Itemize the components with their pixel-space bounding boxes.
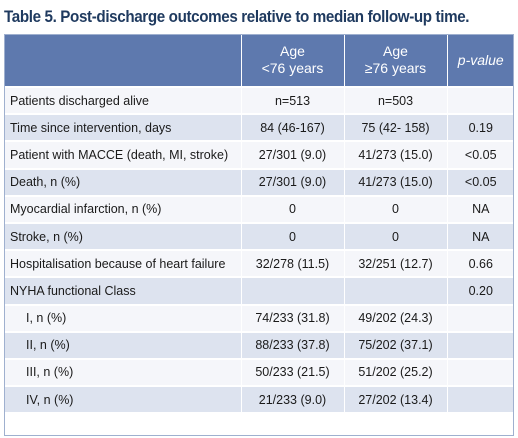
outcomes-table: Age <76 years Age ≥76 years p-value Pati…	[4, 34, 514, 415]
cell-age-76-plus: 41/273 (15.0)	[344, 141, 448, 170]
cell-p-value: 0.20	[447, 277, 514, 306]
cell-age-76-plus: 32/251 (12.7)	[344, 250, 448, 279]
cell-p-value	[447, 87, 514, 116]
cell-age-under-76: 32/278 (11.5)	[241, 250, 345, 279]
table-row: III, n (%) 50/233 (21.5) 51/202 (25.2)	[4, 358, 514, 388]
cell-p-value: <0.05	[447, 141, 514, 170]
cell-p-value	[447, 386, 514, 415]
cell-age-under-76: 0	[241, 222, 345, 252]
cell-p-value: NA	[447, 195, 514, 224]
cell-age-76-plus: 75 (42- 158)	[344, 114, 448, 143]
table-row: Time since intervention, days 84 (46-167)…	[4, 114, 514, 143]
cell-age-76-plus: 51/202 (25.2)	[344, 358, 448, 388]
cell-age-under-76: 27/301 (9.0)	[241, 168, 345, 197]
table-row: IV, n (%) 21/233 (9.0) 27/202 (13.4)	[4, 386, 514, 415]
cell-age-76-plus: 49/202 (24.3)	[344, 304, 448, 333]
table-row: II, n (%) 88/233 (37.8) 75/202 (37.1)	[4, 331, 514, 360]
cell-age-76-plus: 27/202 (13.4)	[344, 386, 448, 415]
table-row: Stroke, n (%) 0 0 NA	[4, 222, 514, 252]
row-label: I, n (%)	[4, 304, 242, 333]
cell-age-under-76: 74/233 (31.8)	[241, 304, 345, 333]
cell-p-value: 0.19	[447, 114, 514, 143]
cell-p-value	[447, 304, 514, 333]
row-label: Hospitalisation because of heart failure	[4, 250, 242, 279]
header-age-under-76-line1: Age	[280, 43, 305, 59]
cell-age-76-plus: 0	[344, 222, 448, 252]
header-empty	[4, 34, 242, 88]
table-row: I, n (%) 74/233 (31.8) 49/202 (24.3)	[4, 304, 514, 333]
row-label: IV, n (%)	[4, 386, 242, 415]
row-label: Patient with MACCE (death, MI, stroke)	[4, 141, 242, 170]
header-p-value-label: p-value	[457, 51, 504, 68]
cell-age-under-76: 27/301 (9.0)	[241, 141, 345, 170]
header-age-76-plus-line2: ≥76 years	[364, 60, 427, 76]
table-caption: Table 5. Post-discharge outcomes relativ…	[4, 8, 470, 26]
row-label: Myocardial infarction, n (%)	[4, 195, 242, 224]
cell-p-value	[447, 331, 514, 360]
row-label: Patients discharged alive	[4, 87, 242, 116]
cell-p-value: 0.66	[447, 250, 514, 279]
row-label: Death, n (%)	[4, 168, 242, 197]
header-age-under-76-line2: <76 years	[261, 60, 324, 76]
table-row: Patients discharged alive n=513 n=503	[4, 87, 514, 116]
cell-age-under-76: 0	[241, 195, 345, 224]
row-label: II, n (%)	[4, 331, 242, 360]
table-row: Patient with MACCE (death, MI, stroke) 27…	[4, 141, 514, 170]
cell-p-value: NA	[447, 222, 514, 252]
cell-age-under-76: 88/233 (37.8)	[241, 331, 345, 360]
cell-p-value	[447, 358, 514, 388]
cell-age-76-plus	[344, 277, 448, 306]
cell-p-value: <0.05	[447, 168, 514, 197]
cell-age-76-plus: 0	[344, 195, 448, 224]
header-row: Age <76 years Age ≥76 years p-value	[4, 34, 514, 88]
cell-age-under-76: 84 (46-167)	[241, 114, 345, 143]
row-label: Time since intervention, days	[4, 114, 242, 143]
header-age-76-plus: Age ≥76 years	[344, 34, 448, 88]
header-age-76-plus-line1: Age	[383, 43, 408, 59]
header-age-under-76: Age <76 years	[241, 34, 345, 88]
cell-age-76-plus: 41/273 (15.0)	[344, 168, 448, 197]
cell-age-under-76: 21/233 (9.0)	[241, 386, 345, 415]
row-label: Stroke, n (%)	[4, 222, 242, 252]
table-row: Myocardial infarction, n (%) 0 0 NA	[4, 195, 514, 224]
cell-age-under-76: n=513	[241, 87, 345, 116]
cell-age-76-plus: n=503	[344, 87, 448, 116]
table-row: NYHA functional Class 0.20	[4, 277, 514, 306]
header-p-value: p-value	[447, 34, 514, 88]
cell-age-76-plus: 75/202 (37.1)	[344, 331, 448, 360]
cell-age-under-76: 50/233 (21.5)	[241, 358, 345, 388]
row-label: III, n (%)	[4, 358, 242, 388]
table-row: Hospitalisation because of heart failure…	[4, 250, 514, 279]
cell-age-under-76	[241, 277, 345, 306]
table-row: Death, n (%) 27/301 (9.0) 41/273 (15.0) <0.…	[4, 168, 514, 197]
row-label: NYHA functional Class	[4, 277, 242, 306]
